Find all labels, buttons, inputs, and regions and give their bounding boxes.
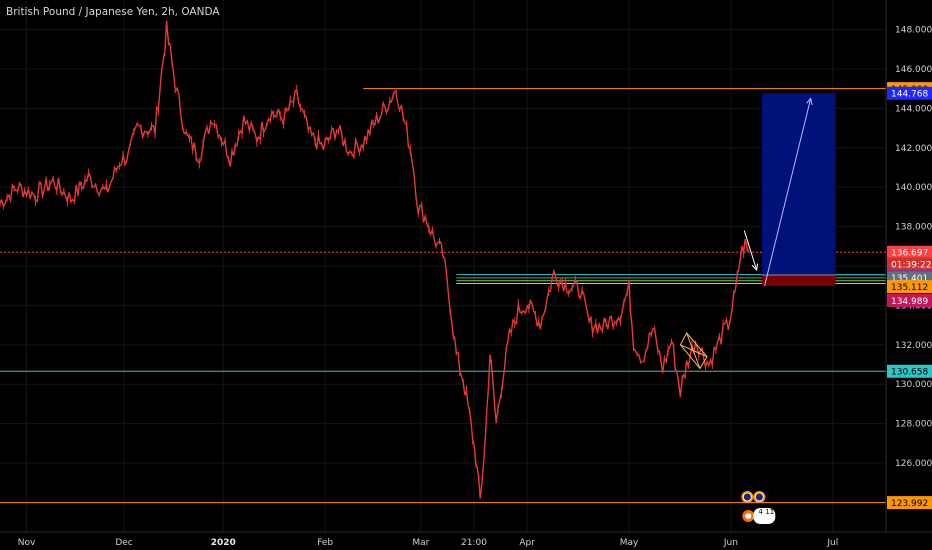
stop-zone[interactable] [761, 274, 836, 286]
x-tick-label: Jul [826, 538, 838, 548]
price-tags: 145.000136.697135.546130.658123.992144.7… [887, 82, 932, 510]
y-tick-label: 148.000 [895, 26, 932, 36]
price-tag: 135.401 [891, 274, 928, 284]
profit-zone[interactable] [761, 93, 836, 275]
y-tick-label: 146.000 [895, 65, 932, 75]
x-tick-label: Jun [723, 538, 738, 548]
price-tag: 01:39:22 [891, 260, 931, 270]
price-tag-bg [887, 280, 932, 294]
y-tick-label: 140.000 [895, 183, 932, 193]
time-axis[interactable]: Nov Dec 2020 Feb Mar 21:00 Apr May Jun Jul [18, 538, 838, 548]
event-count-pill[interactable] [753, 508, 776, 524]
pullback-arrow[interactable] [743, 230, 756, 270]
y-tick-label: 144.000 [895, 104, 932, 114]
x-tick-label: 2020 [211, 538, 236, 548]
price-line [0, 20, 750, 499]
y-tick-label: 128.000 [895, 420, 932, 430]
x-tick-label: Feb [317, 538, 333, 548]
x-tick-label: Nov [18, 538, 36, 548]
flag-icon-inner [754, 492, 764, 502]
price-tag-bg [887, 86, 932, 100]
event-count-b: 11 [765, 508, 774, 516]
chart-title: British Pound / Japanese Yen, 2h, OANDA [6, 6, 220, 18]
price-tag: 144.768 [891, 90, 928, 100]
price-tag: 136.697 [891, 249, 928, 259]
price-series [0, 20, 750, 499]
flag-pattern-line[interactable] [680, 344, 708, 358]
x-tick-label: May [620, 538, 639, 548]
drawings[interactable] [679, 99, 811, 370]
price-tag-bg [887, 364, 932, 378]
price-tag-bg [887, 293, 932, 307]
event-badges[interactable]: 4 11 [741, 491, 776, 524]
y-tick-label: 142.000 [895, 144, 932, 154]
target-arrow[interactable] [764, 99, 811, 286]
price-tag-bg [887, 257, 932, 271]
long-position-tool[interactable] [761, 93, 836, 286]
price-tag: 130.658 [891, 368, 928, 378]
flag-icon-inner [742, 492, 752, 502]
x-tick-label: Mar [412, 538, 429, 548]
price-tag: 123.992 [891, 499, 928, 509]
event-badge-dot [745, 513, 752, 519]
price-tag: 135.112 [891, 283, 928, 293]
y-tick-label: 130.000 [895, 380, 932, 390]
price-tag: 134.989 [891, 297, 928, 307]
x-tick-label: Dec [115, 538, 132, 548]
x-tick-label: Apr [519, 538, 535, 548]
y-tick-label: 132.000 [895, 341, 932, 351]
y-tick-label: 126.000 [895, 459, 932, 469]
price-tag-bg [887, 245, 932, 259]
x-tick-label: 21:00 [461, 538, 487, 548]
y-tick-label: 138.000 [895, 223, 932, 233]
event-count-a: 4 [758, 508, 763, 516]
price-tag-bg [887, 496, 932, 510]
